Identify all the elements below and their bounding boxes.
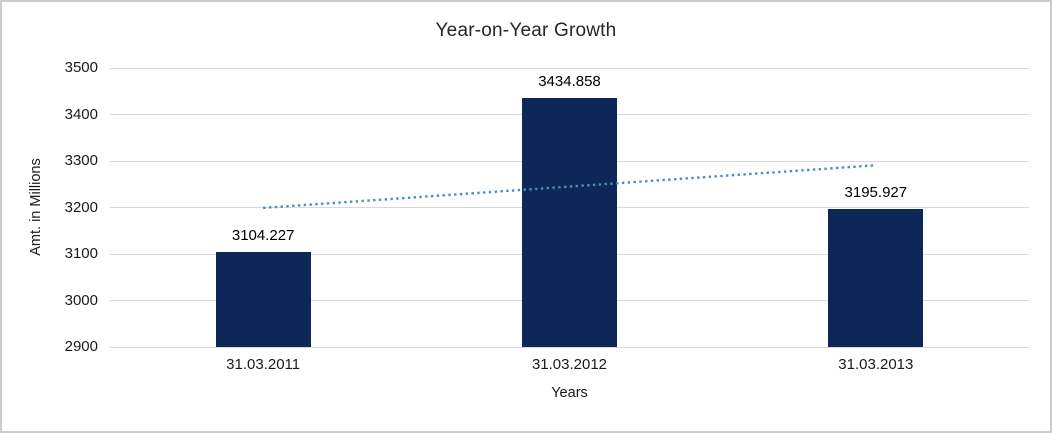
bar-data-label: 3104.227 xyxy=(231,227,295,245)
x-tick-label: 31.03.2013 xyxy=(838,356,914,373)
y-tick-label: 3300 xyxy=(64,152,98,169)
y-tick-label: 3500 xyxy=(64,59,98,76)
y-tick-label: 3400 xyxy=(64,105,98,123)
x-tick-label: 31.03.2011 xyxy=(226,356,301,373)
bar-31.03.2012 xyxy=(522,98,617,347)
bar-31.03.2011 xyxy=(215,252,311,347)
x-axis-title: Years xyxy=(551,385,588,401)
y-tick-label: 2900 xyxy=(64,338,98,355)
gridline xyxy=(110,67,1029,69)
bar-data-label: 3195.927 xyxy=(844,184,908,202)
bar-data-label: 3434.858 xyxy=(538,73,601,91)
y-tick-label: 3200 xyxy=(64,198,98,216)
chart-title: Year-on-Year Growth xyxy=(435,20,617,41)
y-tick-label: 3000 xyxy=(64,291,98,309)
x-tick-label: 31.03.2012 xyxy=(531,356,608,373)
y-tick-label: 3100 xyxy=(64,245,98,262)
gridline xyxy=(110,346,1029,348)
bar-31.03.2013 xyxy=(828,209,924,347)
